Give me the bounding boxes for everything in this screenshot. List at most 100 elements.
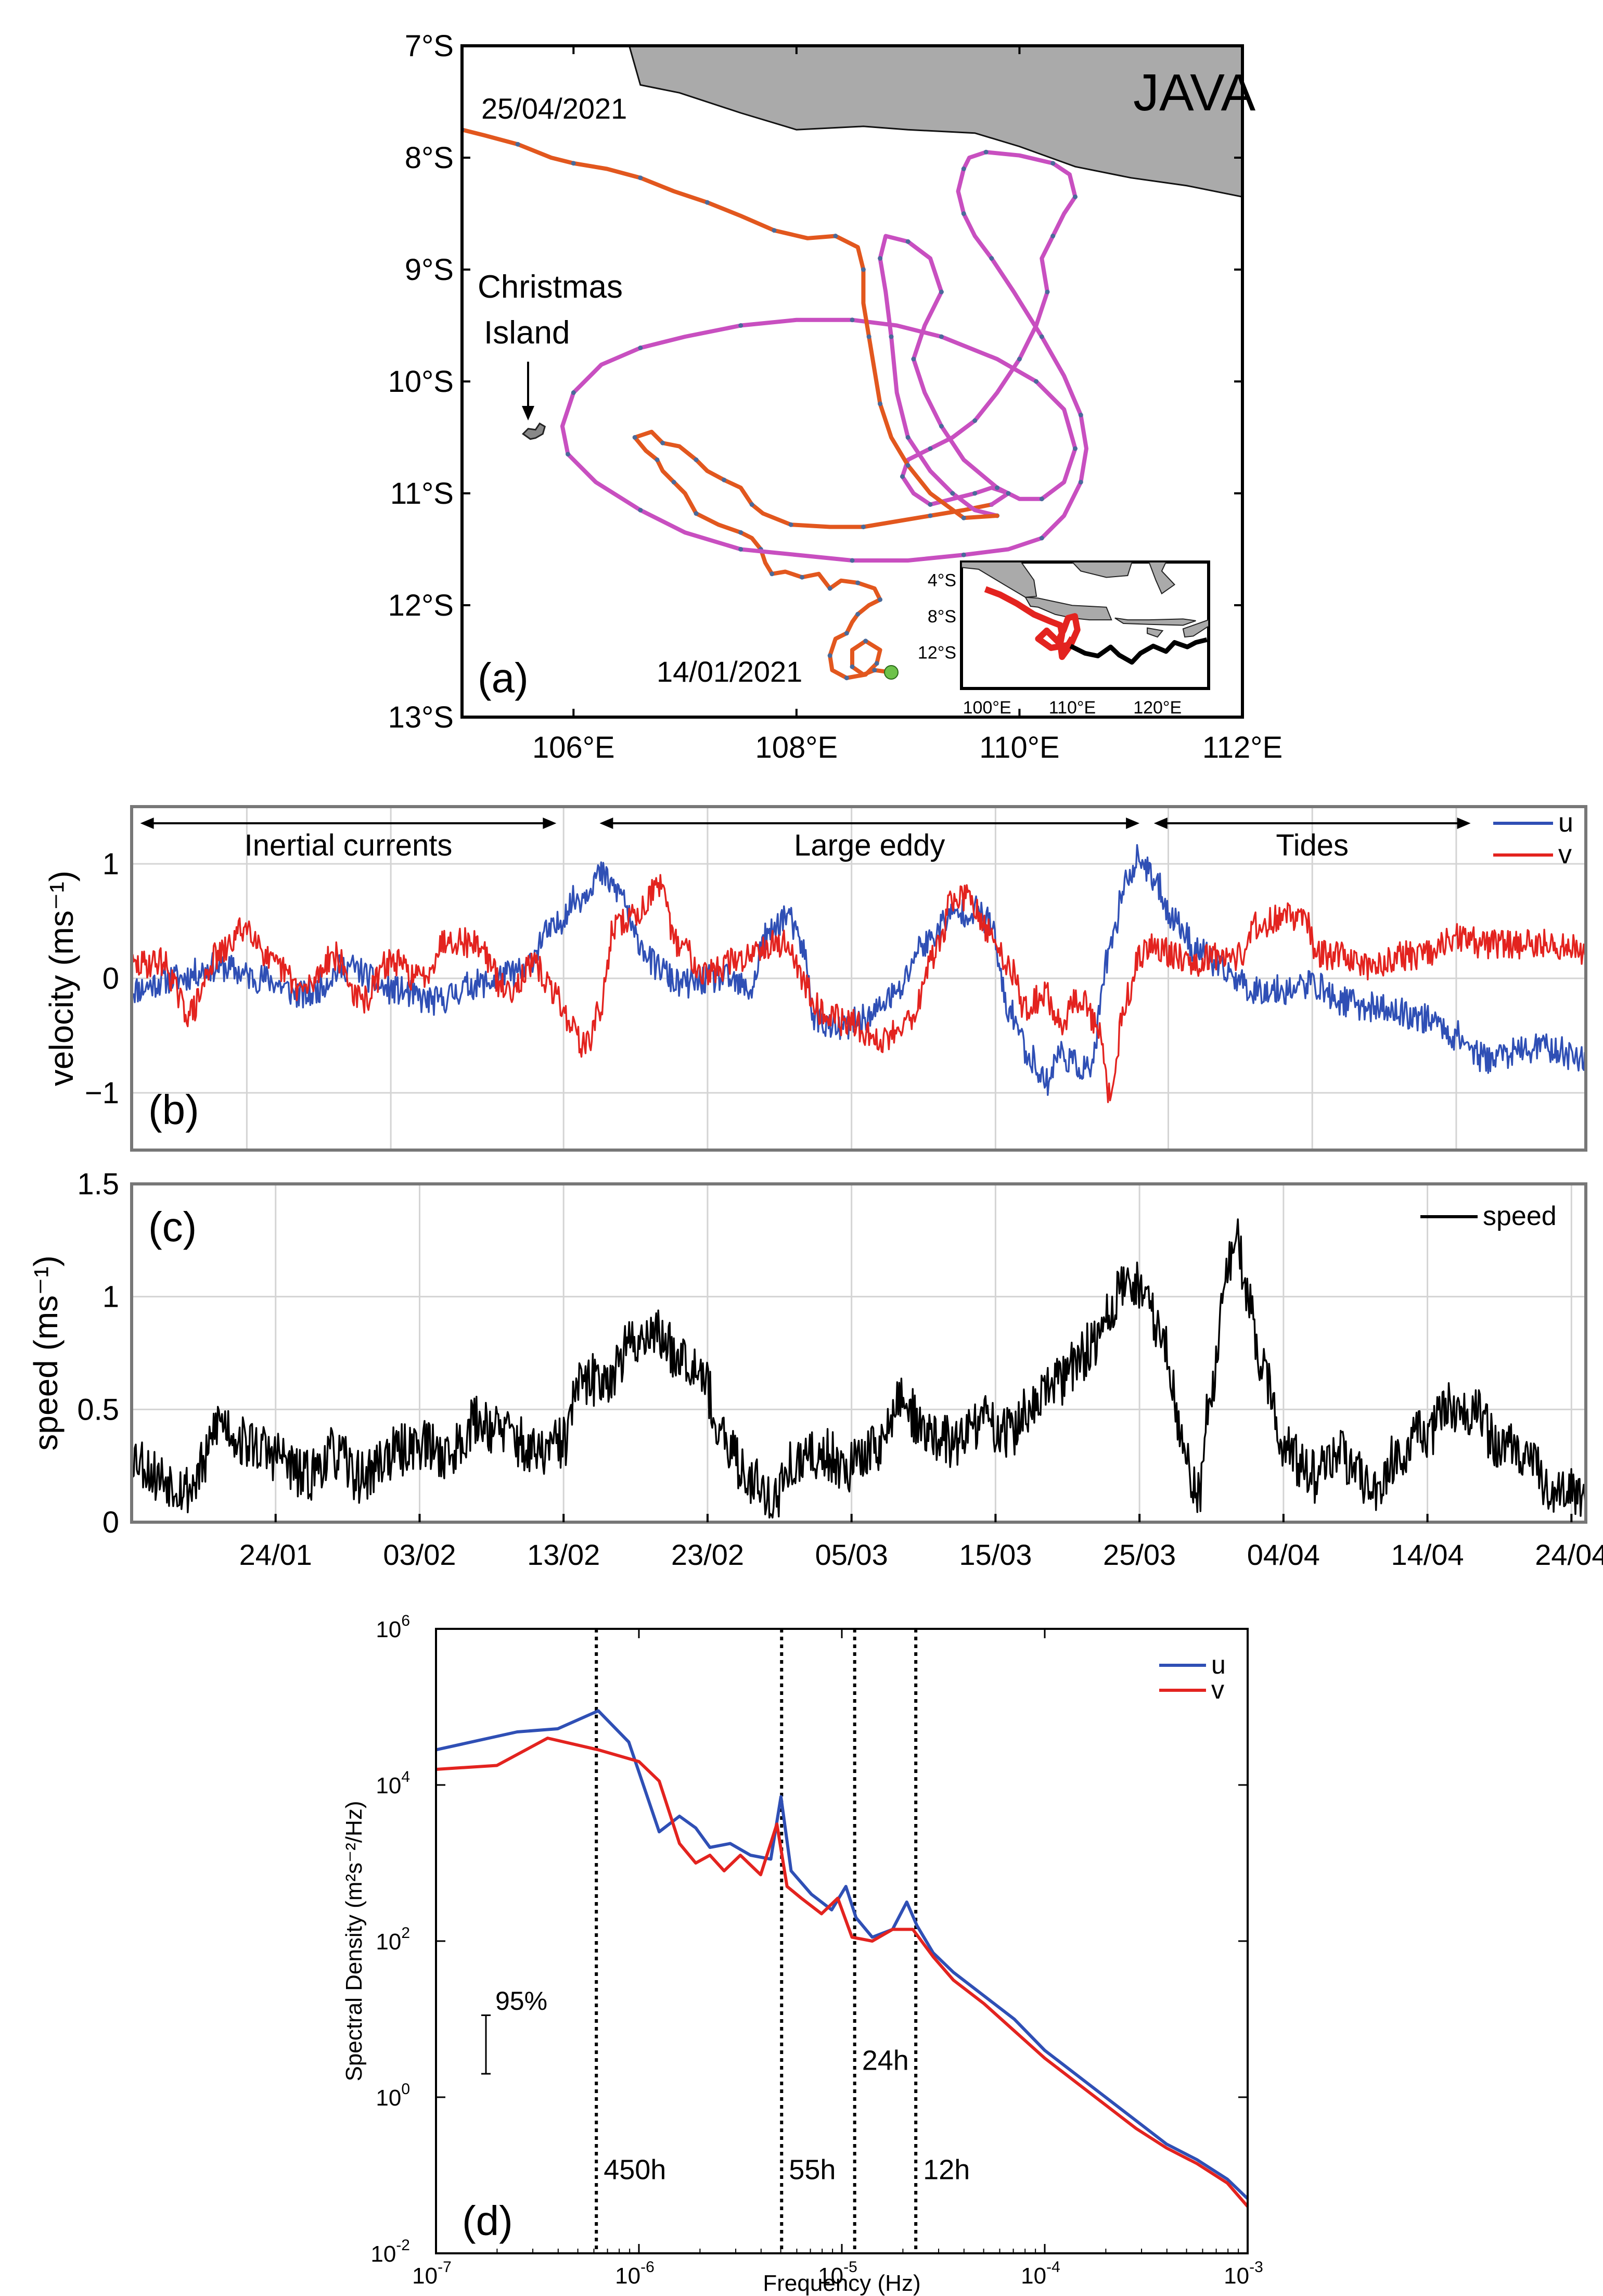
track-marker [995,485,1000,490]
tick-exponent: -6 [640,2259,655,2276]
speed-x-tick-label: 24/01 [239,1538,312,1571]
tick-exponent: 6 [401,1612,410,1629]
track-marker [928,446,933,451]
track-marker [905,463,910,468]
speed-series [132,1218,1586,1519]
track-marker [827,653,832,658]
y-tick-label: 0.5 [77,1393,119,1426]
y-tick-label: 1.5 [77,1167,119,1201]
track-marker [861,267,866,272]
track-marker [878,256,883,261]
speed-x-tick-label: 15/03 [959,1538,1032,1571]
track-marker [638,346,643,350]
track-marker [694,511,699,516]
y-tick-label: 0 [102,1506,119,1539]
speed-y-label: speed (ms⁻¹) [27,1255,65,1450]
speed-x-tick-label: 24/04 [1535,1538,1603,1571]
y-tick-label: 1 [102,847,119,881]
legend-u-label: u [1211,1650,1226,1679]
java-label: JAVA [1133,63,1256,122]
series-speed [132,1218,1586,1519]
map-x-tick-label: 108°E [755,731,838,764]
speed-x-tick-label: 13/02 [527,1538,600,1571]
track-marker [770,571,775,577]
panel-c-speed: 00.511.5 24/01 03/02 13/02 23/02 05/03 15/03 2… [27,1167,1603,1571]
annotation-label: Inertial currents [245,828,453,862]
track-marker [989,256,994,261]
track-marker [638,175,643,181]
velocity-grid [132,807,1586,1150]
island-label-line-1: Christmas [478,269,623,305]
y-tick-label: 1 [102,1280,119,1314]
panel-b-label: (b) [148,1087,199,1133]
panel-b-velocity: Inertial currents Large eddy Tides −1 0 1 ve… [43,805,1587,1152]
speed-frame [130,1182,1587,1524]
track-marker [1073,194,1078,199]
island-label: Christmas Island [478,269,632,351]
start-point-marker [884,665,899,680]
legend-v-label: v [1558,839,1572,870]
y-tick-label: −1 [85,1076,119,1110]
track-marker [749,502,754,507]
inset-x-tick-label: 120°E [1133,698,1182,718]
spectrum-series [436,1709,1248,2208]
spectrum-x-label: Frequency (Hz) [763,2271,920,2296]
track-marker [961,552,966,557]
map-y-tick-label: 12°S [388,589,454,622]
annotation-arrowhead-right-icon [1457,818,1471,829]
track-marker [638,507,643,513]
track-marker [850,558,855,563]
speed-x-ticks: 24/01 03/02 13/02 23/02 05/03 15/03 25/03 04/04… [239,1514,1603,1571]
velocity-frame [130,805,1587,1152]
tick-exponent: -7 [438,2259,452,2276]
tick-exponent: -2 [396,2237,410,2254]
track-marker [788,522,793,527]
track-marker [878,597,883,602]
confidence-label: 95% [495,1986,547,2016]
spectrum-y-tick-label: 10-2 [370,2237,410,2267]
track-marker [1006,491,1011,496]
track-marker [950,491,955,496]
speed-x-tick-label: 04/04 [1247,1538,1320,1571]
island-label-line-2: Island [484,315,570,351]
inset-y-tick-label: 4°S [928,571,956,591]
track-marker [660,440,665,445]
track-marker [694,457,699,462]
track-marker [571,161,576,166]
track-marker [866,334,871,339]
track-marker [571,390,576,395]
legend-v-label: v [1211,1675,1224,1704]
track-marker [1034,379,1039,384]
track-marker [833,234,838,238]
christmas-island-shape [521,422,546,440]
spectrum-y-label: Spectral Density (m²s⁻²/Hz) [341,1801,367,2081]
inset-x-tick-label: 100°E [963,698,1011,718]
confidence-interval-bar [481,2014,491,2075]
velocity-y-ticks: −1 0 1 [85,847,119,1110]
spectrum-y-tick-label: 100 [376,2081,410,2111]
track-marker [844,631,849,636]
spectrum-y-tick-label: 102 [376,1924,410,1955]
map-y-tick-label: 9°S [405,253,454,287]
inset-land-shape [1147,627,1164,638]
drifter-track [462,127,1088,681]
speed-x-tick-label: 23/02 [671,1538,744,1571]
series-v [132,874,1586,1103]
velocity-annotations: Inertial currents Large eddy Tides [140,818,1471,862]
track-marker [827,586,832,591]
track-marker [878,401,883,406]
map-x-tick-label: 112°E [1202,731,1283,764]
map-y-tick-label: 13°S [388,700,454,734]
inset-y-tick-label: 8°S [928,607,956,627]
map-y-tick-label: 11°S [390,477,454,511]
legend-u-label: u [1558,808,1573,838]
date-start-label: 14/01/2021 [657,655,802,688]
track-marker [900,474,905,479]
tick-exponent: 2 [401,1924,410,1942]
annotation-arrowhead-right-icon [543,818,557,829]
track-marker [939,289,944,295]
inset-red-track [984,586,1081,660]
track-marker [1078,413,1083,417]
track-marker [655,457,660,462]
annotation-arrowhead-left-icon [599,818,613,829]
